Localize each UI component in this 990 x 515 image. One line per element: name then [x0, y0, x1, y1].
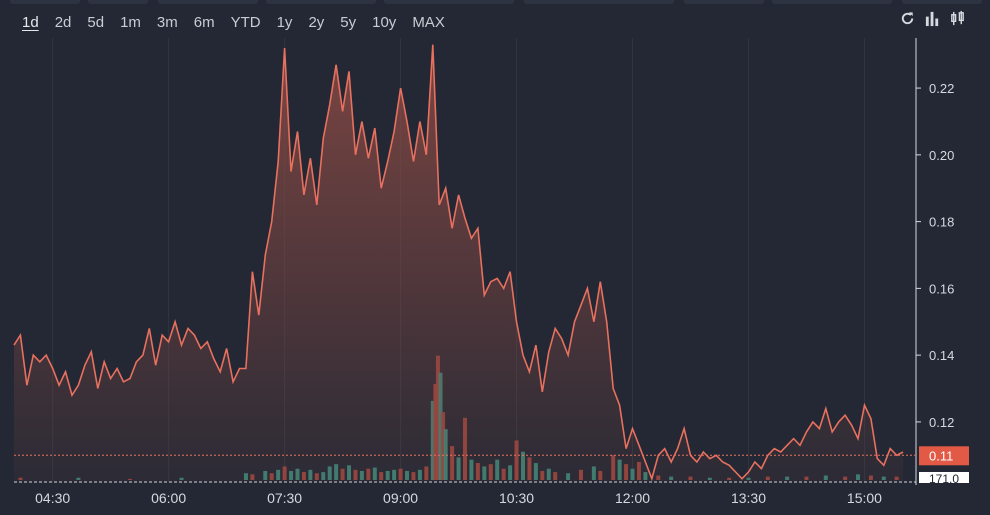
x-tick-label: 04:30 — [35, 490, 70, 506]
range-1d[interactable]: 1d — [22, 14, 39, 31]
price-area — [14, 44, 904, 482]
y-tick-label: 0.12 — [929, 415, 954, 430]
refresh-icon[interactable] — [899, 10, 916, 27]
x-tick-label: 10:30 — [499, 490, 534, 506]
range-5y[interactable]: 5y — [340, 14, 357, 31]
range-1m[interactable]: 1m — [120, 14, 141, 31]
price-line — [13, 44, 904, 482]
range-3m[interactable]: 3m — [156, 14, 178, 31]
y-tick-label: 0.14 — [929, 348, 954, 363]
x-tick-label: 12:00 — [615, 490, 650, 506]
range-2y[interactable]: 2y — [308, 14, 325, 31]
chart-toolbar — [899, 10, 966, 27]
x-tick-label: 15:00 — [847, 490, 882, 506]
y-tick-label: 0.18 — [929, 215, 954, 230]
x-tick-label: 06:00 — [151, 490, 186, 506]
y-tick-label: 0.16 — [929, 281, 954, 296]
range-10y[interactable]: 10y — [372, 14, 397, 31]
current-price-label: 0.11 — [929, 448, 953, 463]
bar-chart-icon[interactable] — [924, 10, 941, 27]
range-6m[interactable]: 6m — [193, 14, 215, 31]
x-tick-label: 09:00 — [383, 490, 418, 506]
range-selector: 1d 2d 5d 1m 3m 6m YTD 1y 2y 5y 10y MAX — [14, 12, 453, 34]
range-ytd[interactable]: YTD — [230, 14, 261, 31]
y-tick-label: 0.22 — [929, 81, 954, 96]
volume-tag: 171.0 — [919, 472, 969, 486]
x-tick-label: 13:30 — [731, 490, 766, 506]
x-tick-label: 07:30 — [267, 490, 302, 506]
candlestick-icon[interactable] — [949, 10, 966, 27]
range-max[interactable]: MAX — [412, 14, 445, 31]
range-5d[interactable]: 5d — [87, 14, 105, 31]
top-tab-strip — [0, 0, 990, 6]
y-tick-label: 0.20 — [929, 148, 954, 163]
volume-label: 171.0 — [929, 472, 959, 486]
range-1y[interactable]: 1y — [276, 14, 293, 31]
range-2d[interactable]: 2d — [54, 14, 72, 31]
current-price-tag: 0.11 — [919, 446, 969, 466]
